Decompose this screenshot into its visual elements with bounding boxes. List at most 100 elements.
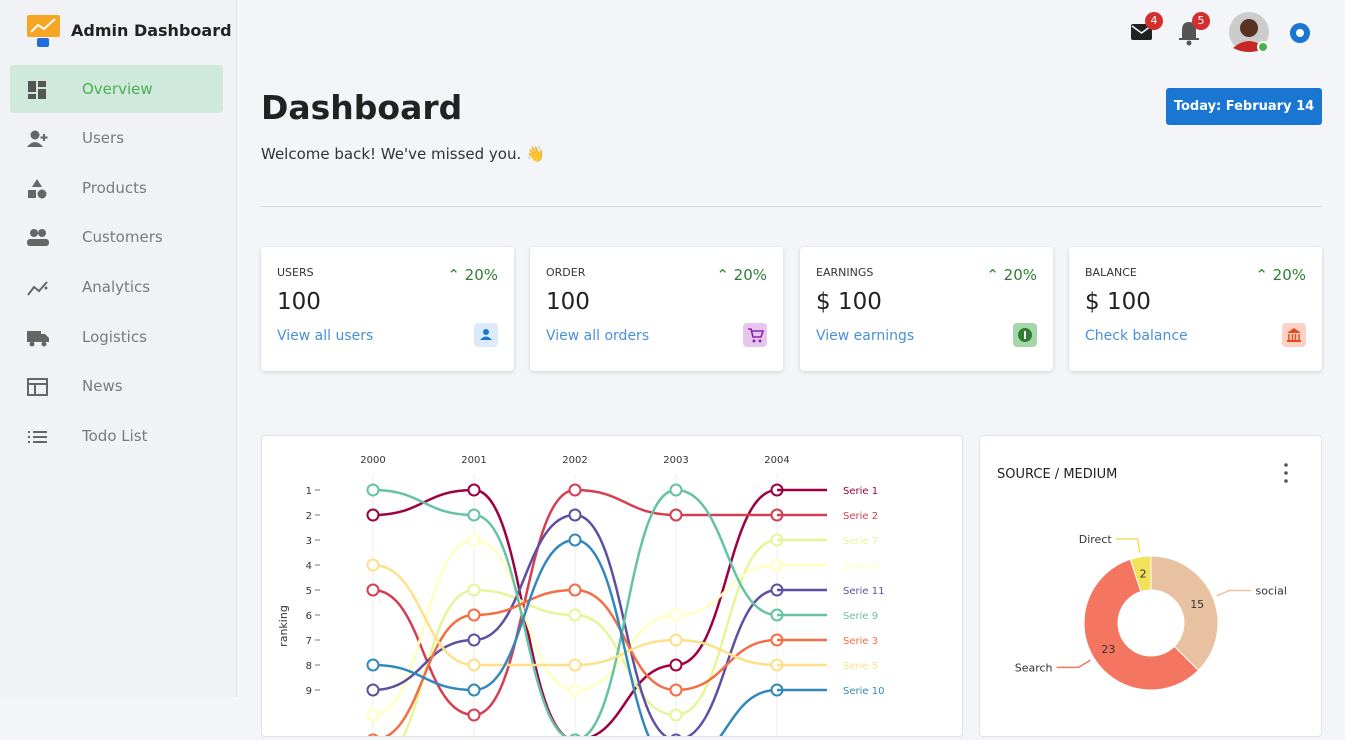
slice-name-label: Search (1015, 661, 1053, 674)
series-point (467, 683, 481, 697)
series-label: Serie 7 (843, 536, 878, 547)
date-button[interactable]: Today: February 14 (1166, 88, 1322, 125)
card-title: ORDER (546, 266, 586, 279)
series-point (366, 483, 380, 497)
series-label: Serie 3 (843, 636, 878, 647)
y-tick-label: 2 (306, 511, 312, 522)
menu-item[interactable]: Users (10, 114, 223, 162)
y-tick-label: 4 (306, 561, 312, 572)
series-point (568, 583, 582, 597)
y-tick-label: 7 (306, 636, 312, 647)
y-tick-label: 3 (306, 536, 312, 547)
series-point (568, 658, 582, 672)
sidebar: Admin Dashboard Overview Users Products … (0, 0, 237, 697)
menu-label: Todo List (82, 427, 148, 445)
card-icon (474, 323, 498, 347)
chart-title: SOURCE / MEDIUM (997, 467, 1117, 482)
series-point (467, 533, 481, 547)
menu-item[interactable]: Todo List (10, 412, 223, 460)
card-title: USERS (277, 266, 314, 279)
menu-dot (1284, 479, 1288, 483)
menu-label: News (82, 377, 123, 395)
menu-item[interactable]: Customers (10, 213, 223, 261)
brand-name: Admin Dashboard (71, 21, 232, 40)
series-line (372, 538, 778, 717)
series-point (568, 483, 582, 497)
leader-line (1056, 659, 1091, 669)
series-point (669, 708, 683, 722)
y-tick-label: 6 (306, 611, 312, 622)
series-line (372, 488, 778, 740)
stat-card: ORDER ⌃ 20% 100 View all orders (530, 247, 783, 371)
icon (27, 331, 49, 347)
y-tick-label: 9 (306, 686, 312, 697)
menu-item[interactable]: News (10, 362, 223, 410)
series-label: Serie 11 (843, 586, 884, 597)
menu-label: Overview (82, 80, 153, 98)
mail-badge: 4 (1145, 12, 1163, 30)
donut-slice (1150, 555, 1219, 672)
card-icon (1282, 323, 1306, 347)
stat-card: USERS ⌃ 20% 100 View all users (261, 247, 514, 371)
menu-label: Logistics (82, 328, 147, 346)
series-point (366, 708, 380, 722)
card-link[interactable]: Check balance (1085, 328, 1188, 344)
series-point (467, 608, 481, 622)
menu-label: Customers (82, 228, 163, 246)
series-point (669, 733, 683, 740)
series-point (366, 658, 380, 672)
card-value: $ 100 (1085, 289, 1151, 315)
bump-chart-panel: 2000 2001 2002 2003 2004 1 2 3 4 5 6 7 8 9 ranking Seri… (261, 435, 963, 740)
card-title: BALANCE (1085, 266, 1137, 279)
menu-item[interactable]: Analytics (10, 263, 223, 311)
series-point (669, 683, 683, 697)
series-point (669, 608, 683, 622)
card-value: 100 (546, 289, 590, 315)
series-point (467, 658, 481, 672)
y-axis-label: ranking (277, 605, 290, 647)
menu-dot (1284, 471, 1288, 475)
divider (261, 206, 1322, 207)
leader-line (1216, 589, 1252, 597)
card-value: 100 (277, 289, 321, 315)
menu-item[interactable]: Overview (10, 65, 223, 113)
stat-card: BALANCE ⌃ 20% $ 100 Check balance (1069, 247, 1322, 371)
x-tick-label: 2000 (360, 455, 385, 466)
card-change-value: 20% (1272, 266, 1306, 284)
bump-chart: 2000 2001 2002 2003 2004 1 2 3 4 5 6 7 8 9 ranking Seri… (277, 455, 884, 740)
series-label: Serie 2 (843, 511, 878, 522)
icon (28, 179, 47, 199)
card-icon (743, 323, 767, 347)
y-tick-label: 8 (306, 661, 312, 672)
donut-slice (1083, 558, 1200, 691)
y-tick-label: 5 (306, 586, 312, 597)
card-link[interactable]: View all users (277, 328, 374, 344)
menu-item[interactable]: Products (10, 164, 223, 212)
icon (27, 378, 48, 396)
slice-value-label: 2 (1140, 568, 1147, 581)
series-point (366, 508, 380, 522)
card-link[interactable]: View all orders (546, 328, 650, 344)
series-point (366, 683, 380, 697)
x-tick-label: 2004 (764, 455, 789, 466)
card-change: ⌃ 20% (716, 266, 767, 284)
series-point (568, 533, 582, 547)
series-line (372, 538, 778, 740)
slice-name-label: Direct (1079, 533, 1113, 546)
card-change-value: 20% (733, 266, 767, 284)
card-change-value: 20% (1003, 266, 1037, 284)
menu-item[interactable]: Logistics (10, 313, 223, 361)
icon (28, 431, 47, 443)
menu-dot[interactable] (1284, 463, 1288, 467)
donut-slice (1129, 555, 1152, 593)
settings-button[interactable] (1290, 23, 1310, 43)
page-subtitle: Welcome back! We've missed you. 👋 (261, 145, 545, 163)
avatar[interactable] (1229, 12, 1269, 53)
card-link[interactable]: View earnings (816, 328, 915, 344)
series-point (366, 583, 380, 597)
series-point (467, 508, 481, 522)
x-tick-label: 2003 (663, 455, 688, 466)
series-label: Serie 9 (843, 611, 878, 622)
donut-chart-panel: SOURCE / MEDIUM 15 social 23 Search 2 Direct (979, 435, 1322, 737)
